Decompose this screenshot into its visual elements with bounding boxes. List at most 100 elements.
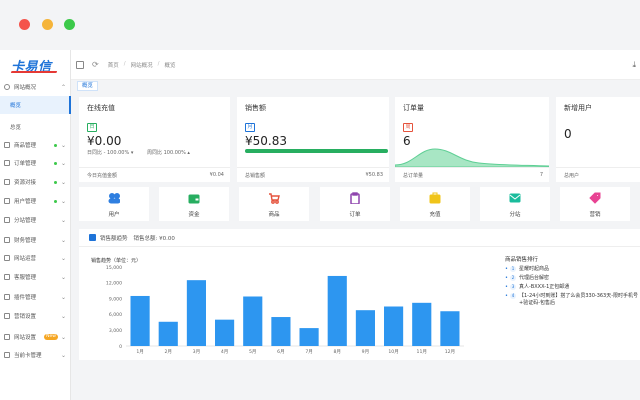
quick-card-label: 营销 — [589, 212, 601, 218]
quick-card-3[interactable]: 商品 — [239, 187, 309, 221]
minimize-window-button[interactable] — [42, 19, 53, 30]
breadcrumb-item[interactable]: 首页 — [107, 62, 119, 69]
ranking-item-text: 真人-BXXX-1正包邮通 — [519, 284, 570, 290]
menu-icon — [4, 313, 10, 319]
bar-1月[interactable] — [130, 295, 150, 346]
ranking-item[interactable]: • 2 代理后台解密 — [505, 275, 640, 282]
tag-icon — [589, 192, 601, 204]
sidebar-item-label: 网站概况 — [14, 85, 37, 91]
sidebar-item[interactable]: 商品管理 ⌄ — [4, 139, 70, 151]
panel-tab-sales[interactable]: 销售额趋势 — [100, 235, 128, 242]
sidebar-item-overview[interactable]: 网站概况 ⌃ — [4, 81, 70, 93]
top-toolbar: ⟳ 首页 / 网站概况 / 概览 ⤓ — [71, 50, 640, 80]
bar-3月[interactable] — [186, 280, 206, 346]
divider — [237, 167, 389, 168]
chevron-down-icon: ⌄ — [60, 293, 66, 301]
sidebar-item[interactable]: 分站管理 ⌄ — [4, 214, 70, 226]
ranking-item[interactable]: • 1 星耀时起商品 — [505, 266, 640, 273]
quick-card-label: 资金 — [188, 212, 200, 218]
ranking-item[interactable]: • 3 真人-BXXX-1正包邮通 — [505, 284, 640, 291]
mail-icon — [509, 193, 521, 203]
bar-4月[interactable] — [215, 319, 235, 346]
x-tick-label: 4月 — [221, 349, 229, 355]
bar-2月[interactable] — [158, 321, 178, 346]
sidebar-item[interactable]: 当前卡管理 ⌄ — [4, 349, 70, 361]
quick-card-label: 商品 — [268, 212, 280, 218]
chevron-down-icon: ⌄ — [60, 351, 66, 359]
sidebar-item-label: 网站设置 — [14, 335, 37, 341]
sidebar-item[interactable]: 网站设置 New ⌄ — [4, 331, 70, 343]
chevron-up-icon: ⌃ — [60, 83, 66, 91]
quick-card-7[interactable]: 营销 — [560, 187, 630, 221]
sidebar-item[interactable]: 网站运营 ⌄ — [4, 252, 70, 264]
stat-title: 订单量 — [403, 104, 424, 112]
y-tick-label: 15,000 — [106, 265, 122, 271]
stat-foot-label: 总用户 — [564, 173, 580, 179]
sidebar-item[interactable]: 营销设置 ⌄ — [4, 310, 70, 322]
y-tick-label: 12,000 — [106, 281, 122, 287]
sidebar-item-label: 用户管理 — [14, 199, 37, 205]
quick-card-4[interactable]: 订单 — [320, 187, 390, 221]
bar-8月[interactable] — [327, 275, 347, 346]
period-badge: 日 — [87, 123, 97, 132]
sidebar-subitem-summary[interactable]: 概览 — [0, 96, 71, 114]
quick-card-5[interactable]: 充值 — [400, 187, 470, 221]
quick-card-2[interactable]: 资金 — [159, 187, 229, 221]
stat-value: ¥50.83 — [245, 134, 287, 148]
tab-overview[interactable]: 概览 — [77, 81, 99, 91]
bag-icon — [429, 192, 441, 204]
orders-sparkline — [395, 148, 549, 167]
sidebar-item[interactable]: 客服管理 ⌄ — [4, 271, 70, 283]
y-tick-label: 6,000 — [109, 312, 122, 318]
quick-card-label: 订单 — [349, 212, 361, 218]
divider — [79, 167, 230, 168]
sidebar-item-label: 订单管理 — [14, 161, 37, 167]
sidebar-item[interactable]: 订单管理 ⌄ — [4, 157, 70, 169]
collapse-menu-icon[interactable] — [76, 60, 84, 69]
refresh-icon[interactable]: ⟳ — [92, 60, 99, 69]
bar-10月[interactable] — [384, 306, 404, 347]
sidebar-item-label: 营销设置 — [14, 314, 37, 320]
maximize-window-button[interactable] — [64, 19, 75, 30]
quick-card-label: 充值 — [429, 212, 441, 218]
quick-card-1[interactable]: 用户 — [79, 187, 149, 221]
ranking-item-text: 【1-24小时到账】搭了么会员330-363天-限时手机号+验证码-包售后 — [519, 293, 639, 306]
stat-card-orders: 订单量 周 6 总订单量 7 — [395, 97, 549, 182]
logo-swoosh — [10, 71, 58, 73]
x-tick-label: 11月 — [417, 349, 427, 355]
sidebar-item-label: 插件管理 — [14, 295, 37, 301]
sales-progress-bar — [245, 149, 388, 153]
menu-icon — [4, 255, 10, 261]
sidebar-item-label: 客服管理 — [14, 275, 37, 281]
chevron-down-icon: ⌄ — [60, 178, 66, 186]
download-icon[interactable]: ⤓ — [632, 60, 636, 69]
chevron-down-icon: ⌄ — [60, 236, 66, 244]
menu-icon — [4, 237, 10, 243]
chevron-down-icon: ⌄ — [60, 159, 66, 167]
bar-5月[interactable] — [243, 296, 263, 346]
sidebar-subitem-total[interactable]: 总览 — [0, 118, 71, 136]
sales-ranking: 商品销售排行 • 1 星耀时起商品 • 2 代理后台解密 • 3 真人-BXXX-1正包邮通 • 4… — [505, 255, 640, 309]
status-dot — [54, 180, 57, 184]
ranking-item[interactable]: • 4 【1-24小时到账】搭了么会员330-363天-限时手机号+验证码-包售后 — [505, 293, 640, 307]
sidebar-item[interactable]: 财务管理 ⌄ — [4, 234, 70, 246]
x-tick-label: 2月 — [164, 349, 172, 355]
stat-card-sales: 销售额 月 ¥50.83 总销售额 ¥50.83 — [237, 97, 389, 182]
sidebar-item[interactable]: 用户管理 ⌄ — [4, 195, 70, 207]
stat-foot-value: ¥50.83 — [365, 172, 384, 178]
menu-icon — [4, 294, 10, 300]
sidebar-item[interactable]: 插件管理 ⌄ — [4, 291, 70, 303]
bar-7月[interactable] — [299, 328, 319, 346]
sales-panel: 销售额趋势 销售总额: ¥0.00 销售趋势（单位：元） 0 3,000 6,000… — [79, 229, 640, 360]
bar-12月[interactable] — [440, 311, 460, 346]
close-window-button[interactable] — [19, 19, 30, 30]
sidebar-item[interactable]: 资源对接 ⌄ — [4, 176, 70, 188]
cart-icon — [269, 193, 280, 204]
bar-9月[interactable] — [355, 310, 375, 346]
bar-11月[interactable] — [412, 302, 432, 346]
new-badge: New — [44, 334, 58, 340]
quick-card-6[interactable]: 分站 — [480, 187, 550, 221]
bar-6月[interactable] — [271, 317, 291, 346]
x-tick-label: 8月 — [333, 349, 341, 355]
breadcrumb-item[interactable]: 网站概况 — [130, 62, 153, 69]
